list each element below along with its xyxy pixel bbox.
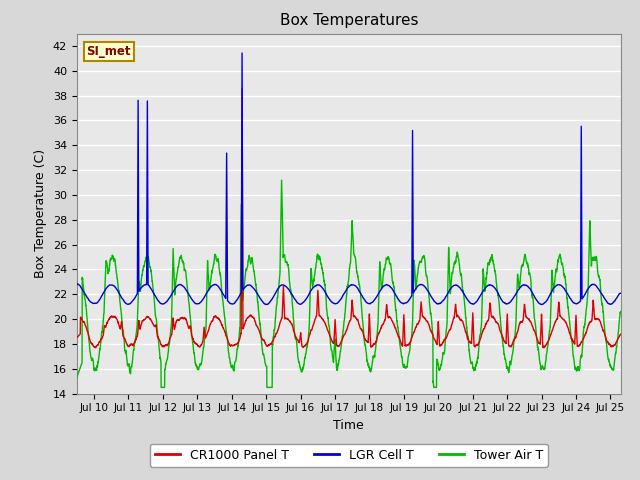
Text: SI_met: SI_met bbox=[86, 45, 131, 58]
X-axis label: Time: Time bbox=[333, 419, 364, 432]
Legend: CR1000 Panel T, LGR Cell T, Tower Air T: CR1000 Panel T, LGR Cell T, Tower Air T bbox=[150, 444, 548, 467]
Y-axis label: Box Temperature (C): Box Temperature (C) bbox=[35, 149, 47, 278]
Title: Box Temperatures: Box Temperatures bbox=[280, 13, 418, 28]
